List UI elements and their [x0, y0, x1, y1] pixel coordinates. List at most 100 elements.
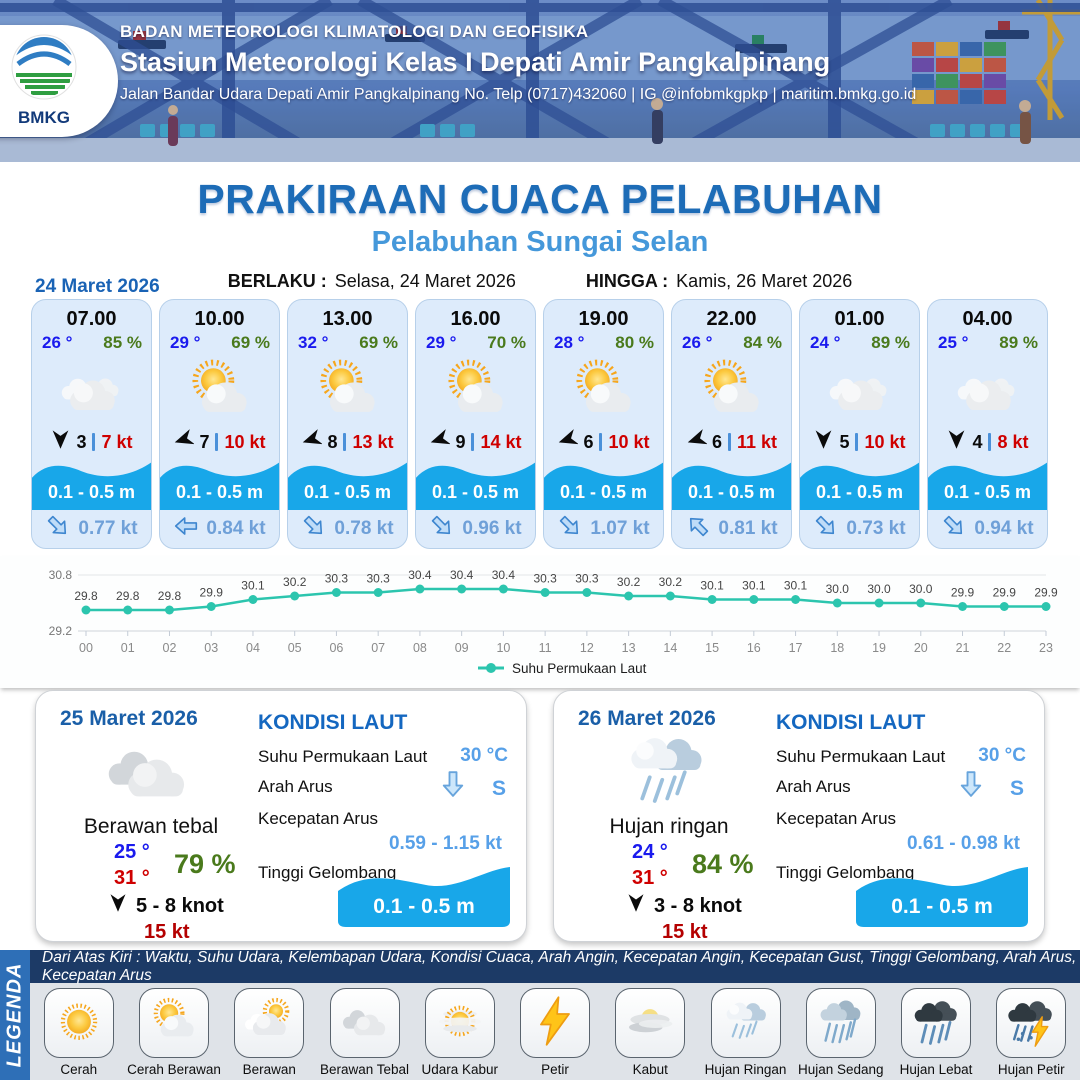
wave-height-badge: 0.1 - 0.5 m [338, 863, 510, 927]
current-speed-value: 0.78 kt [334, 518, 394, 540]
wave-height-band: 0.1 - 0.5 m [544, 455, 663, 511]
svg-text:29.9: 29.9 [993, 586, 1017, 600]
temperature-value: 29 ° [170, 333, 201, 352]
current-direction-icon [429, 513, 455, 545]
forecast-card: 16.00 29 ° 70 % 9 14 kt 0.1 - 0.5 m 0.96… [415, 299, 536, 549]
wind-speed-value: 6 [583, 431, 594, 452]
sst-label: Suhu Permukaan Laut [258, 747, 428, 766]
svg-text:30.4: 30.4 [408, 568, 432, 582]
sea-title: KONDISI LAUT [776, 711, 926, 734]
legend-icon-moderate-rain [813, 993, 869, 1054]
wave-icon [856, 867, 1028, 927]
humidity-value: 84 % [743, 333, 782, 352]
svg-text:03: 03 [204, 641, 218, 655]
legend-icon-fog [622, 993, 678, 1054]
wave-icon [928, 462, 1047, 511]
sst-label: Suhu Permukaan Laut [776, 747, 946, 766]
svg-text:30.2: 30.2 [617, 575, 641, 589]
legend-item: Udara Kabur [413, 988, 506, 1077]
wind-speed-value: 9 [455, 431, 466, 452]
wave-height-value: 0.1 - 0.5 m [687, 482, 776, 502]
current-speed-value: 0.96 kt [462, 518, 522, 540]
daily-temp-max: 31 ° [114, 867, 150, 889]
current-row: 0.78 kt [288, 510, 407, 548]
legend-caption: Dari Atas Kiri : Waktu, Suhu Udara, Kele… [42, 948, 1077, 984]
wave-height-value: 0.1 - 0.5 m [891, 895, 993, 918]
bmkg-logo-pill: BMKG [0, 25, 118, 137]
current-speed-value: 0.73 kt [846, 518, 906, 540]
svg-text:04: 04 [246, 641, 260, 655]
svg-text:13: 13 [622, 641, 636, 655]
wind-direction-icon [813, 429, 834, 455]
svg-text:11: 11 [539, 641, 552, 655]
gust-value: 14 kt [480, 431, 522, 452]
port-illustration [0, 0, 1080, 162]
forecast-time: 16.00 [450, 308, 501, 330]
wind-direction-icon [429, 429, 452, 455]
legend-item: Cerah Berawan [127, 988, 221, 1077]
svg-text:23: 23 [1039, 641, 1053, 655]
daily-wind-range: 3 - 8 knot [654, 894, 742, 917]
sea-title: KONDISI LAUT [258, 711, 408, 734]
legend-icon-box [329, 988, 400, 1058]
legend-item: Cerah [32, 988, 125, 1077]
svg-text:29.8: 29.8 [158, 589, 182, 603]
wave-height-band: 0.1 - 0.5 m [672, 455, 791, 511]
svg-text:30.3: 30.3 [575, 572, 599, 586]
forecast-card: 19.00 28 ° 80 % 6 10 kt 0.1 - 0.5 m 1.07… [543, 299, 664, 549]
sea-conditions: KONDISI LAUT Suhu Permukaan Laut 30 °C A… [766, 691, 1038, 941]
svg-text:16: 16 [747, 641, 761, 655]
daily-temp-min: 25 ° [114, 841, 150, 863]
weather-icon-cloudy [800, 353, 919, 429]
wind-speed-value: 3 [76, 431, 87, 452]
current-direction-icon [301, 513, 327, 545]
legend-icon-mostly-cloudy [241, 993, 297, 1054]
svg-text:29.2: 29.2 [49, 624, 73, 638]
wind-row: 4 8 kt [928, 429, 1047, 455]
daily-temp-min: 24 ° [632, 841, 668, 863]
current-direction-icon [45, 513, 71, 545]
wave-icon [288, 462, 407, 511]
current-speed-value: 0.61 - 0.98 kt [906, 833, 1020, 854]
legend-item: Berawan [223, 988, 316, 1077]
legend-icon-box [901, 988, 971, 1058]
divider [343, 433, 347, 451]
divider [727, 433, 731, 451]
svg-text:01: 01 [121, 641, 135, 655]
legend-item: Kabut [604, 988, 697, 1077]
legend-item-label: Hujan Petir [997, 1062, 1065, 1077]
divider [988, 433, 992, 451]
svg-text:29.9: 29.9 [951, 586, 975, 600]
current-direction-icon [685, 513, 711, 545]
svg-text:06: 06 [329, 641, 343, 655]
humidity-value: 70 % [487, 333, 526, 352]
legend-icon-sun [51, 993, 107, 1054]
svg-text:30.1: 30.1 [742, 579, 766, 593]
station-name: Stasiun Meteorologi Kelas I Depati Amir … [120, 47, 831, 77]
temperature-value: 25 ° [938, 333, 969, 352]
divider [92, 433, 96, 451]
legend-icon-box [43, 988, 114, 1058]
humidity-value: 69 % [359, 333, 398, 352]
humidity-value: 80 % [615, 333, 654, 352]
daily-date: 25 Maret 2026 [60, 707, 198, 730]
current-row: 0.96 kt [416, 510, 535, 548]
svg-text:29.9: 29.9 [1034, 586, 1058, 600]
legend-icon-haze [432, 993, 488, 1054]
sst-chart: 30.8 29.2 00 01 02 03 04 05 06 07 08 09 10 11 12 13 14 15… [49, 568, 1058, 676]
weather-icon-partly-cloudy [288, 353, 407, 429]
current-direction-icon [941, 513, 967, 545]
legend-item: Berawan Tebal [318, 988, 411, 1077]
wind-direction-icon [557, 429, 580, 455]
wind-direction-icon [108, 893, 128, 919]
divider [599, 433, 603, 451]
forecast-card: 13.00 32 ° 69 % 8 13 kt 0.1 - 0.5 m 0.78… [287, 299, 408, 549]
wind-speed-value: 8 [327, 431, 338, 452]
daily-humidity: 79 % [174, 849, 236, 879]
current-direction-icon [557, 513, 583, 545]
wave-height-value: 0.1 - 0.5 m [559, 482, 648, 502]
header-banner: BMKG BADAN METEOROLOGI KLIMATOLOGI DAN G… [0, 0, 1080, 162]
weather-icon-partly-cloudy [416, 353, 535, 429]
day1-date-label: 24 Maret 2026 [35, 276, 160, 297]
